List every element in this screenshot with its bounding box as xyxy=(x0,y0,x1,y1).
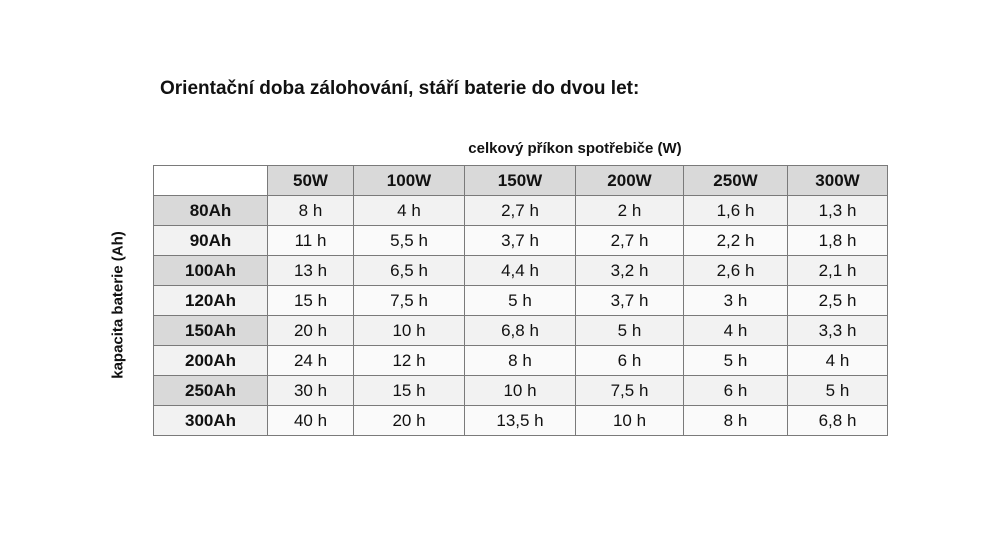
row-header: 200Ah xyxy=(153,345,268,376)
column-header: 150W xyxy=(464,165,576,196)
table-row: 100Ah 13 h 6,5 h 4,4 h 3,2 h 2,6 h 2,1 h xyxy=(153,255,888,286)
table-cell: 2,5 h xyxy=(787,285,888,316)
row-header: 90Ah xyxy=(153,225,268,256)
table-cell: 6,8 h xyxy=(464,315,576,346)
table-cell: 6 h xyxy=(575,345,684,376)
table-cell: 5,5 h xyxy=(353,225,465,256)
table-cell: 2,2 h xyxy=(683,225,788,256)
table-cell: 15 h xyxy=(353,375,465,406)
table-cell: 3 h xyxy=(683,285,788,316)
table-cell: 13,5 h xyxy=(464,405,576,436)
column-header: 50W xyxy=(267,165,354,196)
table-cell: 11 h xyxy=(267,225,354,256)
corner-cell xyxy=(153,165,268,196)
table-cell: 4 h xyxy=(683,315,788,346)
row-header: 120Ah xyxy=(153,285,268,316)
table-cell: 10 h xyxy=(353,315,465,346)
row-header: 250Ah xyxy=(153,375,268,406)
table-cell: 5 h xyxy=(787,375,888,406)
table-cell: 3,7 h xyxy=(464,225,576,256)
row-header: 100Ah xyxy=(153,255,268,286)
table-cell: 7,5 h xyxy=(575,375,684,406)
table-cell: 8 h xyxy=(683,405,788,436)
table-row: 90Ah 11 h 5,5 h 3,7 h 2,7 h 2,2 h 1,8 h xyxy=(153,225,888,256)
page-title: Orientační doba zálohování, stáří bateri… xyxy=(160,78,640,99)
table-cell: 5 h xyxy=(683,345,788,376)
table-cell: 6,5 h xyxy=(353,255,465,286)
table-cell: 12 h xyxy=(353,345,465,376)
column-header: 250W xyxy=(683,165,788,196)
table-cell: 10 h xyxy=(575,405,684,436)
table-cell: 20 h xyxy=(267,315,354,346)
row-header: 80Ah xyxy=(153,195,268,226)
table-cell: 2 h xyxy=(575,195,684,226)
table-cell: 6 h xyxy=(683,375,788,406)
table-cell: 4 h xyxy=(353,195,465,226)
table-cell: 15 h xyxy=(267,285,354,316)
table-cell: 13 h xyxy=(267,255,354,286)
column-header: 200W xyxy=(575,165,684,196)
table-cell: 2,6 h xyxy=(683,255,788,286)
row-caption: kapacita baterie (Ah) xyxy=(109,231,127,379)
table-cell: 4,4 h xyxy=(464,255,576,286)
table-cell: 2,7 h xyxy=(464,195,576,226)
table-cell: 24 h xyxy=(267,345,354,376)
table-cell: 8 h xyxy=(267,195,354,226)
table-cell: 4 h xyxy=(787,345,888,376)
table-cell: 3,7 h xyxy=(575,285,684,316)
table-cell: 20 h xyxy=(353,405,465,436)
table-cell: 1,6 h xyxy=(683,195,788,226)
table-cell: 10 h xyxy=(464,375,576,406)
column-header: 300W xyxy=(787,165,888,196)
row-header: 150Ah xyxy=(153,315,268,346)
table-cell: 3,3 h xyxy=(787,315,888,346)
table-cell: 1,3 h xyxy=(787,195,888,226)
table-cell: 40 h xyxy=(267,405,354,436)
table-cell: 7,5 h xyxy=(353,285,465,316)
table-cell: 6,8 h xyxy=(787,405,888,436)
table-cell: 30 h xyxy=(267,375,354,406)
table-cell: 2,7 h xyxy=(575,225,684,256)
table-cell: 8 h xyxy=(464,345,576,376)
table-cell: 5 h xyxy=(464,285,576,316)
table-header-row: 50W 100W 150W 200W 250W 300W xyxy=(153,165,888,196)
table-cell: 3,2 h xyxy=(575,255,684,286)
table-cell: 2,1 h xyxy=(787,255,888,286)
table-cell: 1,8 h xyxy=(787,225,888,256)
row-header: 300Ah xyxy=(153,405,268,436)
column-caption: celkový příkon spotřebiče (W) xyxy=(468,140,682,157)
column-header: 100W xyxy=(353,165,465,196)
table-cell: 5 h xyxy=(575,315,684,346)
